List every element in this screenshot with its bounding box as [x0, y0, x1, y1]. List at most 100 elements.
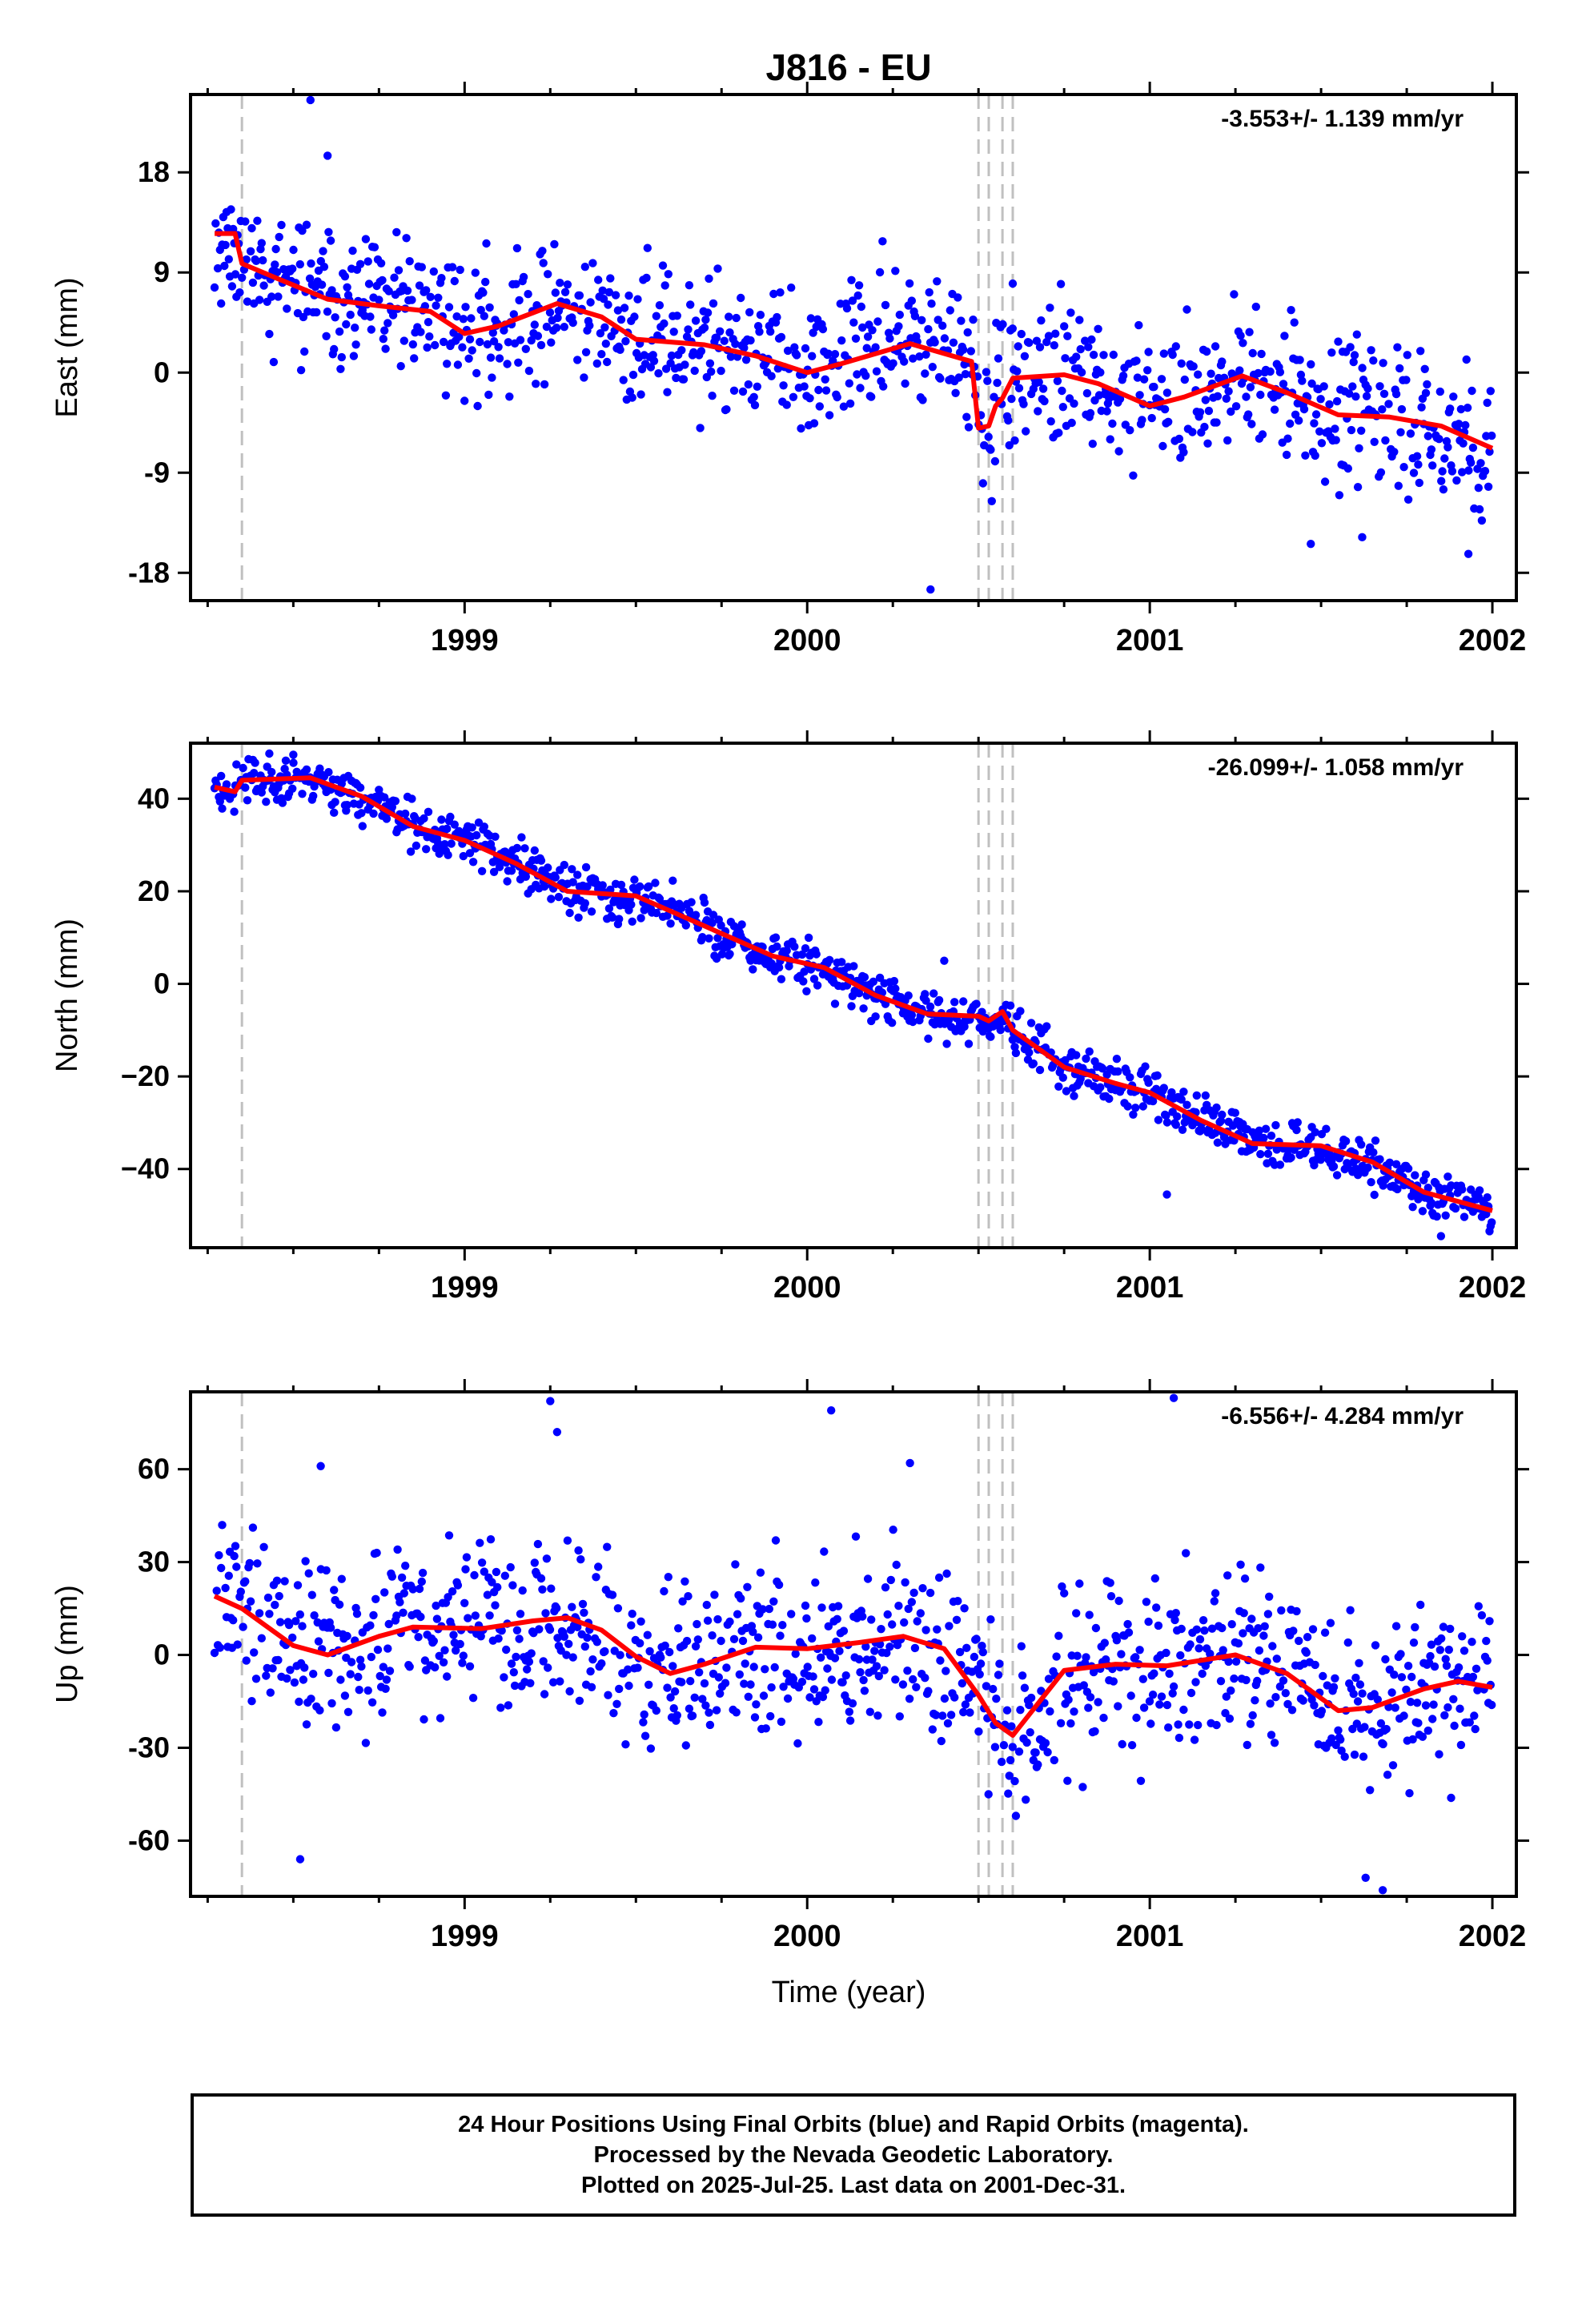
east-data-point-141 [378, 275, 387, 285]
east-outlier-point-3 [926, 585, 935, 594]
up-data-point-599 [958, 1679, 967, 1688]
north-data-point-734 [1123, 1102, 1132, 1111]
east-data-point-845 [1287, 306, 1295, 315]
up-data-point-481 [814, 1718, 823, 1727]
north-xtick-label-0: 1999 [431, 1271, 499, 1305]
east-data-point-521 [861, 372, 870, 380]
up-data-point-174 [432, 1614, 442, 1623]
east-data-point-606 [969, 316, 978, 324]
north-data-point-423 [737, 920, 746, 929]
north-data-point-94 [331, 798, 339, 806]
north-data-point-226 [495, 862, 504, 871]
up-data-point-194 [456, 1639, 464, 1649]
up-data-point-234 [507, 1659, 516, 1668]
north-data-point-44 [267, 767, 276, 777]
up-data-point-910 [1351, 1673, 1360, 1683]
north-data-point-469 [790, 942, 799, 951]
north-data-point-809 [1218, 1110, 1227, 1120]
up-data-point-596 [954, 1597, 962, 1606]
east-data-point-173 [416, 328, 425, 336]
north-data-point-247 [520, 844, 529, 853]
east-data-point-923 [1381, 436, 1390, 445]
east-data-point-202 [453, 360, 463, 369]
up-data-point-404 [721, 1679, 730, 1687]
east-data-point-465 [790, 343, 799, 352]
east-data-point-753 [1164, 417, 1173, 426]
north-data-point-574 [921, 990, 930, 999]
north-data-point-202 [465, 849, 475, 858]
up-data-point-826 [1246, 1719, 1255, 1728]
up-data-point-237 [510, 1681, 520, 1691]
east-data-point-750 [1160, 404, 1170, 414]
up-data-point-455 [783, 1694, 793, 1703]
up-data-point-405 [722, 1663, 731, 1672]
east-data-point-163 [403, 286, 412, 296]
north-data-point-981 [1427, 1198, 1436, 1208]
up-data-point-383 [693, 1619, 701, 1629]
east-data-point-49 [271, 260, 279, 269]
up-data-point-552 [895, 1712, 905, 1721]
up-data-point-313 [600, 1647, 609, 1656]
east-data-point-755 [1168, 350, 1177, 360]
east-data-point-473 [801, 344, 810, 353]
east-data-point-617 [984, 432, 993, 441]
east-data-point-692 [1084, 343, 1093, 352]
up-data-point-233 [506, 1562, 515, 1572]
north-data-point-389 [698, 933, 707, 942]
up-data-point-371 [678, 1597, 687, 1606]
up-data-point-892 [1327, 1734, 1336, 1743]
north-data-point-692 [1070, 1092, 1078, 1100]
up-frame [189, 1390, 1518, 1898]
north-data-point-772 [1173, 1112, 1182, 1121]
north-data-point-413 [725, 950, 734, 959]
east-data-point-515 [853, 291, 862, 300]
north-data-point-953 [1393, 1184, 1402, 1194]
up-data-point-57 [286, 1666, 295, 1675]
east-data-point-497 [830, 350, 840, 359]
east-data-point-823 [1257, 349, 1266, 359]
north-xtick-label-1: 2000 [773, 1271, 841, 1305]
up-data-point-798 [1212, 1720, 1221, 1730]
up-data-point-423 [744, 1692, 753, 1701]
up-data-point-624 [989, 1684, 998, 1694]
east-data-point-179 [423, 343, 432, 352]
up-data-point-319 [609, 1709, 618, 1718]
north-data-point-1026 [1483, 1193, 1492, 1202]
east-data-point-908 [1362, 392, 1371, 400]
east-data-point-450 [769, 289, 778, 299]
up-data-point-642 [1011, 1811, 1021, 1820]
north-data-point-39 [262, 798, 271, 806]
up-data-point-42 [268, 1664, 277, 1673]
up-data-point-115 [357, 1662, 366, 1671]
up-data-point-995 [1458, 1632, 1467, 1641]
east-data-point-92 [322, 332, 331, 340]
north-data-point-932 [1369, 1148, 1378, 1157]
up-data-point-845 [1268, 1642, 1277, 1651]
up-data-point-412 [732, 1708, 741, 1717]
up-data-point-362 [669, 1662, 677, 1671]
up-data-point-878 [1311, 1660, 1319, 1670]
north-data-point-560 [904, 991, 913, 1000]
east-data-point-16 [229, 224, 238, 234]
up-data-point-770 [1176, 1651, 1185, 1660]
east-data-point-186 [434, 293, 443, 302]
up-data-point-972 [1429, 1700, 1438, 1709]
up-data-point-637 [1005, 1771, 1014, 1780]
north-data-point-686 [1062, 1087, 1071, 1096]
east-data-point-155 [394, 266, 404, 275]
north-data-point-196 [459, 851, 468, 861]
north-data-point-187 [447, 839, 456, 848]
up-data-point-105 [343, 1631, 351, 1641]
up-data-point-384 [693, 1635, 702, 1644]
up-data-point-834 [1255, 1646, 1264, 1655]
up-data-point-259 [536, 1574, 546, 1583]
east-data-point-394 [700, 324, 709, 332]
east-data-point-278 [552, 324, 561, 332]
up-data-point-230 [502, 1645, 511, 1655]
up-data-point-860 [1289, 1626, 1298, 1635]
up-data-point-228 [500, 1673, 508, 1682]
north-data-point-518 [854, 989, 864, 998]
up-data-point-243 [518, 1586, 527, 1595]
up-data-point-659 [1034, 1760, 1042, 1769]
up-data-point-544 [886, 1575, 896, 1585]
